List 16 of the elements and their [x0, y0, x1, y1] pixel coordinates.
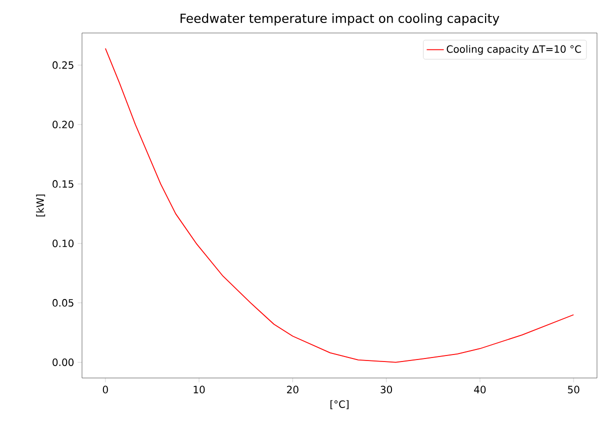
y-tick-label: 0.25	[52, 61, 74, 69]
x-tick-label: 40	[474, 386, 486, 394]
y-tick-label: 0.15	[52, 180, 74, 188]
x-tick-label: 0	[102, 386, 108, 394]
y-tick-label: 0.10	[52, 240, 74, 248]
y-tick-label: 0.20	[52, 120, 74, 128]
x-axis-title: [°C]	[330, 400, 349, 410]
chart-title: Feedwater temperature impact on cooling capacity	[180, 13, 500, 26]
y-tick-label: 0.05	[52, 299, 74, 307]
x-tick-label: 30	[380, 386, 392, 394]
x-tick-label: 50	[568, 386, 580, 394]
y-axis-title: [kW]	[36, 194, 46, 216]
legend-label: Cooling capacity ΔT=10 °C	[446, 45, 581, 55]
x-tick-label: 10	[194, 386, 205, 394]
y-tick-label: 0.00	[52, 358, 74, 366]
x-tick-label: 20	[287, 386, 298, 394]
